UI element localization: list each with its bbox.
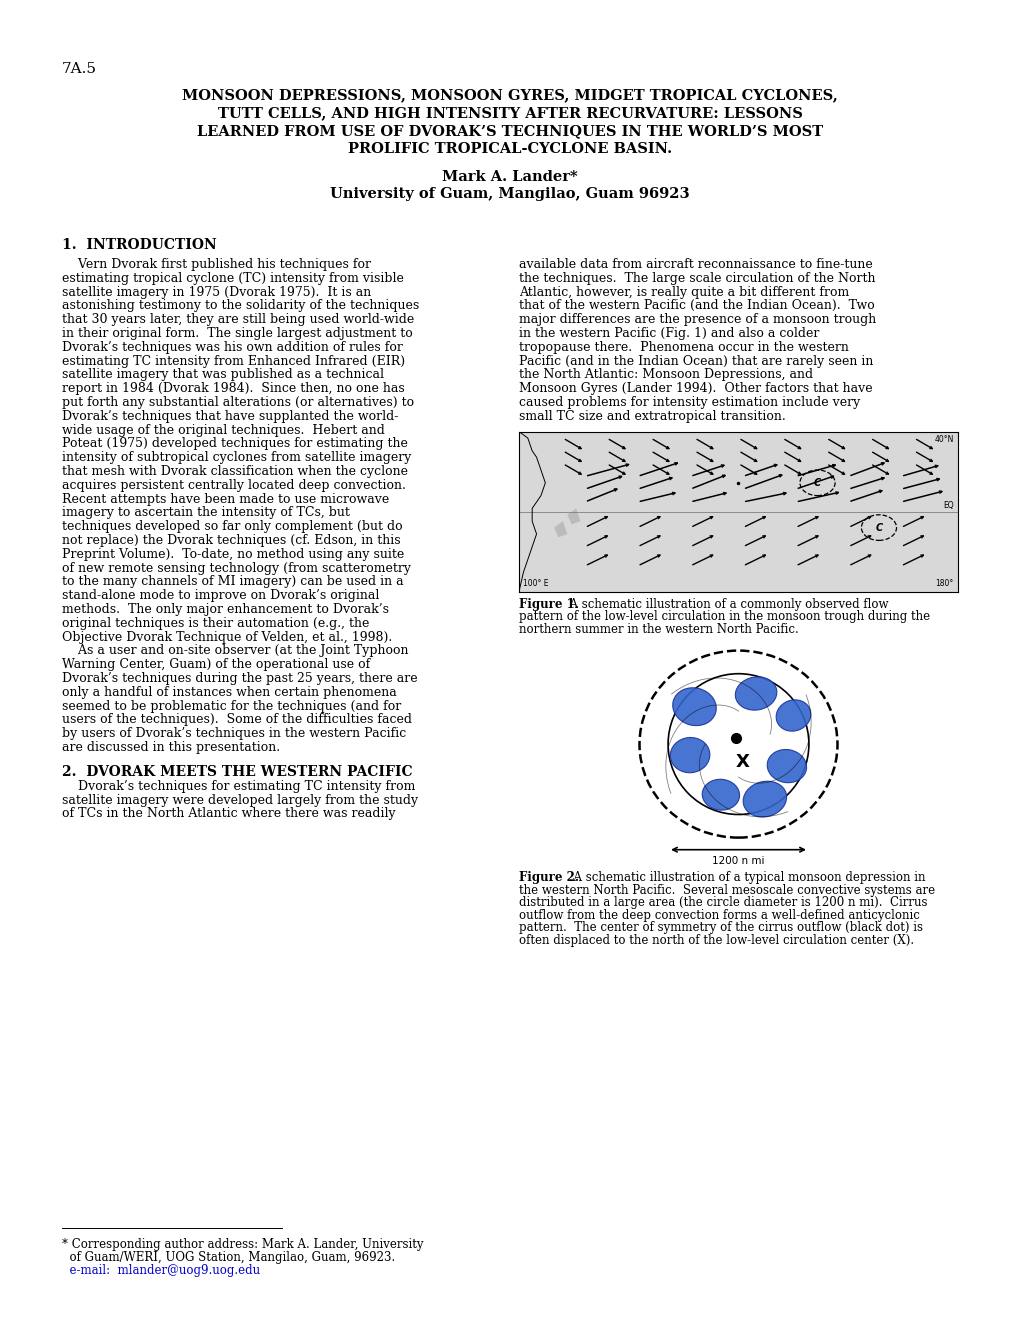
Text: Mark A. Lander*: Mark A. Lander* <box>442 170 577 183</box>
Text: A schematic illustration of a typical monsoon depression in: A schematic illustration of a typical mo… <box>566 871 924 884</box>
Text: Dvorak’s techniques was his own addition of rules for: Dvorak’s techniques was his own addition… <box>62 341 403 354</box>
Text: Poteat (1975) developed techniques for estimating the: Poteat (1975) developed techniques for e… <box>62 437 408 450</box>
Text: Monsoon Gyres (Lander 1994).  Other factors that have: Monsoon Gyres (Lander 1994). Other facto… <box>519 383 872 395</box>
Text: EQ: EQ <box>942 502 953 510</box>
Text: to the many channels of MI imagery) can be used in a: to the many channels of MI imagery) can … <box>62 576 404 589</box>
Ellipse shape <box>701 779 739 810</box>
Text: are discussed in this presentation.: are discussed in this presentation. <box>62 741 280 754</box>
Text: that mesh with Dvorak classification when the cyclone: that mesh with Dvorak classification whe… <box>62 465 408 478</box>
Polygon shape <box>567 508 580 524</box>
Text: Atlantic, however, is really quite a bit different from: Atlantic, however, is really quite a bit… <box>519 285 849 298</box>
Text: that of the western Pacific (and the Indian Ocean).  Two: that of the western Pacific (and the Ind… <box>519 300 874 313</box>
Text: A schematic illustration of a commonly observed flow: A schematic illustration of a commonly o… <box>561 598 888 611</box>
Text: users of the techniques).  Some of the difficulties faced: users of the techniques). Some of the di… <box>62 713 412 726</box>
Text: * Corresponding author address: Mark A. Lander, University: * Corresponding author address: Mark A. … <box>62 1238 423 1251</box>
Ellipse shape <box>735 677 776 710</box>
Text: wide usage of the original techniques.  Hebert and: wide usage of the original techniques. H… <box>62 424 384 437</box>
Text: University of Guam, Mangilao, Guam 96923: University of Guam, Mangilao, Guam 96923 <box>330 187 689 201</box>
Text: PROLIFIC TROPICAL-CYCLONE BASIN.: PROLIFIC TROPICAL-CYCLONE BASIN. <box>347 143 672 156</box>
Text: X: X <box>736 752 749 771</box>
Text: that 30 years later, they are still being used world-wide: that 30 years later, they are still bein… <box>62 313 414 326</box>
Text: 7A.5: 7A.5 <box>62 62 97 77</box>
Text: methods.  The only major enhancement to Dvorak’s: methods. The only major enhancement to D… <box>62 603 388 616</box>
Text: satellite imagery were developed largely from the study: satellite imagery were developed largely… <box>62 793 418 807</box>
Text: 40°N: 40°N <box>933 434 953 444</box>
Text: in their original form.  The single largest adjustment to: in their original form. The single large… <box>62 327 413 341</box>
Text: MONSOON DEPRESSIONS, MONSOON GYRES, MIDGET TROPICAL CYCLONES,: MONSOON DEPRESSIONS, MONSOON GYRES, MIDG… <box>182 88 837 102</box>
Text: tropopause there.  Phenomena occur in the western: tropopause there. Phenomena occur in the… <box>519 341 848 354</box>
Text: techniques developed so far only complement (but do: techniques developed so far only complem… <box>62 520 403 533</box>
Text: the North Atlantic: Monsoon Depressions, and: the North Atlantic: Monsoon Depressions,… <box>519 368 812 381</box>
Text: 1200 n mi: 1200 n mi <box>711 857 764 866</box>
Text: Dvorak’s techniques for estimating TC intensity from: Dvorak’s techniques for estimating TC in… <box>62 780 415 793</box>
Text: Objective Dvorak Technique of Velden, et al., 1998).: Objective Dvorak Technique of Velden, et… <box>62 631 392 644</box>
Text: LEARNED FROM USE OF DVORAK’S TECHNIQUES IN THE WORLD’S MOST: LEARNED FROM USE OF DVORAK’S TECHNIQUES … <box>197 124 822 139</box>
Text: satellite imagery that was published as a technical: satellite imagery that was published as … <box>62 368 383 381</box>
Text: imagery to ascertain the intensity of TCs, but: imagery to ascertain the intensity of TC… <box>62 507 350 519</box>
Text: northern summer in the western North Pacific.: northern summer in the western North Pac… <box>519 623 798 636</box>
Text: intensity of subtropical cyclones from satellite imagery: intensity of subtropical cyclones from s… <box>62 451 411 465</box>
Text: outflow from the deep convection forms a well-defined anticyclonic: outflow from the deep convection forms a… <box>519 908 919 921</box>
Text: Figure 1.: Figure 1. <box>519 598 579 611</box>
Text: estimating tropical cyclone (TC) intensity from visible: estimating tropical cyclone (TC) intensi… <box>62 272 404 285</box>
Text: pattern.  The center of symmetry of the cirrus outflow (black dot) is: pattern. The center of symmetry of the c… <box>519 921 922 935</box>
Text: the techniques.  The large scale circulation of the North: the techniques. The large scale circulat… <box>519 272 874 285</box>
Text: Pacific (and in the Indian Ocean) that are rarely seen in: Pacific (and in the Indian Ocean) that a… <box>519 355 872 367</box>
Text: of TCs in the North Atlantic where there was readily: of TCs in the North Atlantic where there… <box>62 808 395 821</box>
Text: pattern of the low-level circulation in the monsoon trough during the: pattern of the low-level circulation in … <box>519 610 929 623</box>
Text: Vern Dvorak first published his techniques for: Vern Dvorak first published his techniqu… <box>62 257 371 271</box>
Text: report in 1984 (Dvorak 1984).  Since then, no one has: report in 1984 (Dvorak 1984). Since then… <box>62 383 405 395</box>
Text: of new remote sensing technology (from scatterometry: of new remote sensing technology (from s… <box>62 561 411 574</box>
Text: in the western Pacific (Fig. 1) and also a colder: in the western Pacific (Fig. 1) and also… <box>519 327 818 341</box>
Text: Warning Center, Guam) of the operational use of: Warning Center, Guam) of the operational… <box>62 659 370 671</box>
Text: major differences are the presence of a monsoon trough: major differences are the presence of a … <box>519 313 875 326</box>
Text: 1.  INTRODUCTION: 1. INTRODUCTION <box>62 238 217 252</box>
Text: Dvorak’s techniques that have supplanted the world-: Dvorak’s techniques that have supplanted… <box>62 409 398 422</box>
Text: 180°: 180° <box>934 579 953 589</box>
Text: small TC size and extratropical transition.: small TC size and extratropical transiti… <box>519 409 785 422</box>
Ellipse shape <box>669 738 709 772</box>
Ellipse shape <box>743 781 786 817</box>
Text: put forth any substantial alterations (or alternatives) to: put forth any substantial alterations (o… <box>62 396 414 409</box>
Text: acquires persistent centrally located deep convection.: acquires persistent centrally located de… <box>62 479 406 492</box>
Ellipse shape <box>766 750 806 783</box>
Text: Figure 2.: Figure 2. <box>519 871 579 884</box>
Text: available data from aircraft reconnaissance to fine-tune: available data from aircraft reconnaissa… <box>519 257 872 271</box>
Text: satellite imagery in 1975 (Dvorak 1975).  It is an: satellite imagery in 1975 (Dvorak 1975).… <box>62 285 371 298</box>
Text: seemed to be problematic for the techniques (and for: seemed to be problematic for the techniq… <box>62 700 400 713</box>
Text: by users of Dvorak’s techniques in the western Pacific: by users of Dvorak’s techniques in the w… <box>62 727 406 741</box>
Text: e-mail:  mlander@uog9.uog.edu: e-mail: mlander@uog9.uog.edu <box>62 1265 260 1276</box>
Text: caused problems for intensity estimation include very: caused problems for intensity estimation… <box>519 396 859 409</box>
Text: C: C <box>874 523 881 532</box>
Text: C: C <box>813 478 820 488</box>
Text: only a handful of instances when certain phenomena: only a handful of instances when certain… <box>62 686 396 698</box>
Text: As a user and on-site observer (at the Joint Typhoon: As a user and on-site observer (at the J… <box>62 644 408 657</box>
Text: Preprint Volume).  To-date, no method using any suite: Preprint Volume). To-date, no method usi… <box>62 548 404 561</box>
Text: Dvorak’s techniques during the past 25 years, there are: Dvorak’s techniques during the past 25 y… <box>62 672 417 685</box>
Text: often displaced to the north of the low-level circulation center (X).: often displaced to the north of the low-… <box>519 933 913 946</box>
Text: astonishing testimony to the solidarity of the techniques: astonishing testimony to the solidarity … <box>62 300 419 313</box>
Text: TUTT CELLS, AND HIGH INTENSITY AFTER RECURVATURE: LESSONS: TUTT CELLS, AND HIGH INTENSITY AFTER REC… <box>217 106 802 120</box>
Text: the western North Pacific.  Several mesoscale convective systems are: the western North Pacific. Several mesos… <box>519 883 934 896</box>
Text: estimating TC intensity from Enhanced Infrared (EIR): estimating TC intensity from Enhanced In… <box>62 355 405 367</box>
Text: 2.  DVORAK MEETS THE WESTERN PACIFIC: 2. DVORAK MEETS THE WESTERN PACIFIC <box>62 764 413 779</box>
Text: Recent attempts have been made to use microwave: Recent attempts have been made to use mi… <box>62 492 389 506</box>
Ellipse shape <box>775 700 810 731</box>
Text: stand-alone mode to improve on Dvorak’s original: stand-alone mode to improve on Dvorak’s … <box>62 589 379 602</box>
Text: 100° E: 100° E <box>523 579 548 589</box>
Text: of Guam/WERI, UOG Station, Mangilao, Guam, 96923.: of Guam/WERI, UOG Station, Mangilao, Gua… <box>62 1251 395 1265</box>
Text: distributed in a large area (the circle diameter is 1200 n mi).  Cirrus: distributed in a large area (the circle … <box>519 896 926 909</box>
Text: not replace) the Dvorak techniques (cf. Edson, in this: not replace) the Dvorak techniques (cf. … <box>62 535 400 546</box>
Text: original techniques is their automation (e.g., the: original techniques is their automation … <box>62 616 369 630</box>
Ellipse shape <box>673 688 715 726</box>
Polygon shape <box>553 521 567 537</box>
